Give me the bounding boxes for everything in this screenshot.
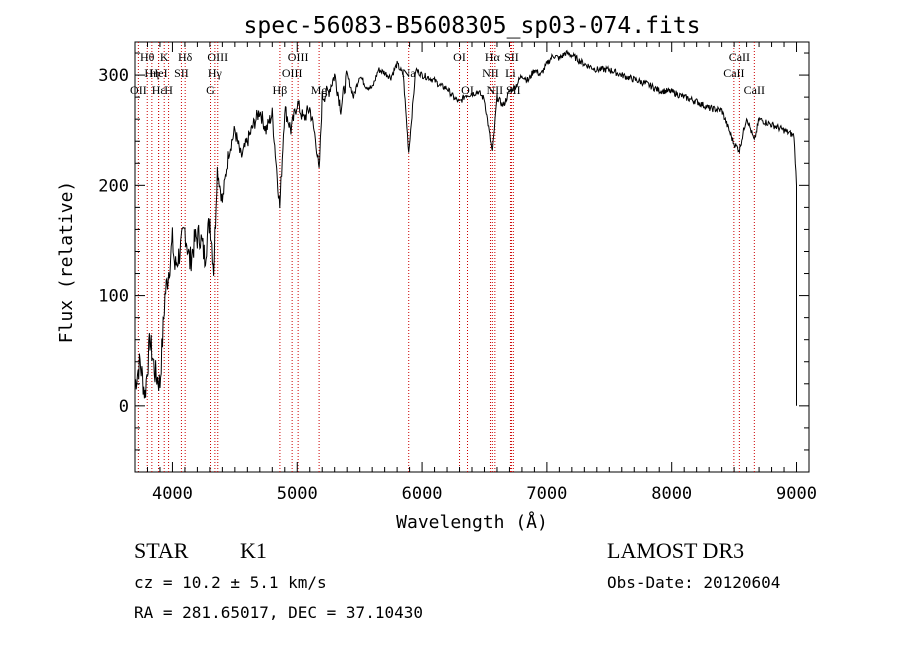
line-marker-label: Hδ xyxy=(178,50,193,64)
line-marker-label: Li xyxy=(505,66,516,80)
line-marker-label: CaII xyxy=(723,66,744,80)
x-tick-label: 8000 xyxy=(651,484,692,504)
line-marker-label: Hθ xyxy=(140,50,155,64)
coordinates-readout: RA = 281.65017, DEC = 37.10430 xyxy=(134,603,423,622)
line-marker-label: OIII xyxy=(288,50,309,64)
x-tick-label: 9000 xyxy=(776,484,817,504)
line-marker-label: Hγ xyxy=(208,66,223,80)
x-tick-label: 6000 xyxy=(402,484,443,504)
line-marker-label: K xyxy=(160,50,169,64)
line-marker-label: OII xyxy=(130,83,147,97)
line-marker-label: OIII xyxy=(282,66,303,80)
x-tick-label: 5000 xyxy=(277,484,318,504)
line-marker-label: Hη xyxy=(144,66,159,80)
obs-date: Obs-Date: 20120604 xyxy=(607,573,781,592)
line-marker-label: SII xyxy=(174,66,189,80)
line-marker-label: OIII xyxy=(207,50,228,64)
y-tick-label: 100 xyxy=(98,287,129,307)
line-marker-label: Hβ xyxy=(273,83,288,97)
line-marker-label: Mg xyxy=(311,83,328,97)
redshift-readout: cz = 10.2 ± 5.1 km/s xyxy=(134,573,327,592)
y-axis-label: Flux (relative) xyxy=(56,181,77,344)
object-subclass: K1 xyxy=(240,538,267,563)
y-tick-label: 0 xyxy=(119,397,129,417)
line-marker-label: OI xyxy=(453,50,466,64)
line-marker-label: CaII xyxy=(744,83,765,97)
line-marker-label: G xyxy=(206,83,215,97)
x-tick-label: 4000 xyxy=(152,484,193,504)
y-tick-label: 300 xyxy=(98,66,129,86)
line-marker-label: Na xyxy=(402,66,417,80)
chart-title: spec-56083-B5608305_sp03-074.fits xyxy=(244,13,701,39)
spectrum-line xyxy=(134,49,797,406)
line-marker-label: H xyxy=(164,83,173,97)
x-axis-label: Wavelength (Å) xyxy=(396,511,548,533)
line-marker-label: HeI xyxy=(150,66,168,80)
line-marker-label: Hε xyxy=(152,83,166,97)
object-class: STAR xyxy=(134,538,189,563)
line-marker-label: CaII xyxy=(729,50,750,64)
survey-name: LAMOST DR3 xyxy=(607,538,745,563)
line-marker-label: SII xyxy=(504,50,519,64)
line-marker-label: NII xyxy=(482,66,499,80)
line-marker-label: OI xyxy=(461,83,474,97)
x-tick-label: 7000 xyxy=(526,484,567,504)
line-marker-label: NII xyxy=(487,83,504,97)
line-marker-label: Hα xyxy=(485,50,501,64)
y-tick-label: 200 xyxy=(98,176,129,196)
